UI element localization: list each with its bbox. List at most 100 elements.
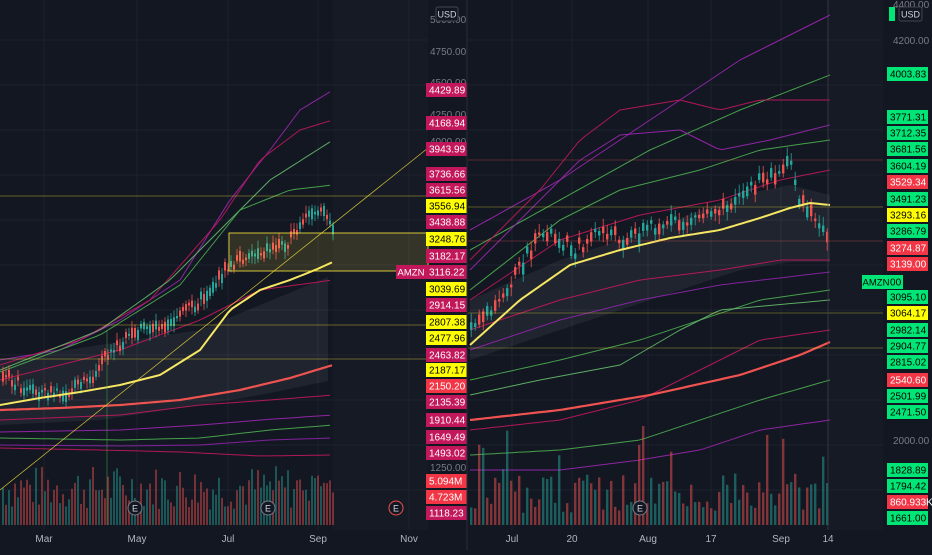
earnings-marker-circle[interactable] — [632, 500, 648, 516]
right-y-axis-label[interactable]: 4400.00 — [893, 0, 930, 11]
left-candle-body — [74, 379, 76, 388]
right-price-tag-box — [887, 126, 928, 140]
right-volume-bar — [706, 501, 709, 525]
right-volume-bar — [526, 487, 529, 525]
left-x-tick-label[interactable]: Jul — [222, 534, 235, 545]
right-x-tick-label[interactable]: Aug — [639, 534, 657, 545]
right-candle-body — [662, 224, 665, 229]
earnings-marker-circle[interactable] — [388, 500, 404, 516]
left-price-tags: 4429.89 4168.94 3943.99 3736.66 3615.56 3556.… — [396, 83, 467, 520]
right-volume-bar — [734, 473, 737, 525]
right-volume-bar — [806, 487, 809, 525]
left-y-axis-label[interactable]: 4250.00 — [430, 110, 467, 121]
left-volume-bar — [251, 469, 253, 525]
earnings-marker[interactable]: E — [260, 500, 276, 516]
right-price-panel[interactable]: E 4400.00 4200.00 2000.00 USD 4003.83 3771.3… — [468, 0, 932, 545]
left-moving-averages — [0, 261, 333, 412]
right-candle-body — [534, 233, 537, 244]
right-candle-body — [642, 223, 645, 232]
right-candle-body — [470, 322, 473, 330]
left-candle-body — [134, 327, 136, 338]
right-volume-bar — [774, 505, 777, 525]
left-y-axis-label[interactable]: 4750.00 — [430, 47, 467, 58]
right-y-axis[interactable]: 4400.00 4200.00 2000.00 USD — [889, 0, 930, 447]
left-candle-body — [248, 253, 250, 259]
left-x-tick-label[interactable]: May — [128, 534, 147, 545]
left-candle-body — [260, 253, 262, 256]
left-volume-bar — [158, 508, 160, 525]
right-volume-bar — [626, 504, 629, 525]
right-price-tag-label: 3712.35 — [890, 129, 927, 140]
left-volume-bar — [101, 489, 103, 525]
left-candle-body — [86, 378, 88, 382]
right-currency-box[interactable] — [898, 6, 923, 22]
right-price-tag-label: 2540.60 — [890, 376, 927, 387]
right-price-tag: 860.933K — [887, 495, 932, 509]
earnings-marker-circle[interactable] — [260, 500, 276, 516]
left-candle-body — [119, 345, 121, 352]
right-x-tick-label[interactable]: Jul — [506, 534, 519, 545]
earnings-marker-circle[interactable] — [127, 500, 143, 516]
right-price-tag-box — [887, 67, 928, 81]
left-price-tag-box — [426, 413, 467, 427]
left-x-axis[interactable]: Mar May Jul Sep Nov — [35, 534, 418, 545]
earnings-marker[interactable]: E — [388, 500, 404, 516]
right-price-tag: 1661.00 — [887, 511, 928, 525]
left-candle-body — [302, 219, 304, 225]
right-y-axis-label[interactable]: 4200.00 — [893, 36, 930, 47]
left-volume-bar — [32, 502, 34, 525]
left-price-tag: 3248.76 — [426, 232, 467, 246]
right-volume-bar — [814, 483, 817, 525]
right-price-tag: 3712.35 — [887, 126, 928, 140]
right-candle-body — [498, 299, 501, 302]
left-currency-button[interactable]: USD — [435, 6, 459, 22]
right-band-line — [469, 379, 831, 456]
earnings-marker[interactable]: E — [632, 500, 648, 516]
left-volume-bar — [329, 480, 331, 525]
left-x-tick-label[interactable]: Sep — [309, 534, 327, 545]
left-candle-body — [305, 213, 307, 218]
left-volume-bar — [176, 485, 178, 525]
left-price-tag-label: 1910.44 — [429, 416, 466, 427]
left-y-axis-label[interactable]: 1250.00 — [430, 463, 467, 474]
left-volume-bar — [287, 470, 289, 525]
right-x-tick-label[interactable]: 14 — [822, 534, 834, 545]
right-volume-bar — [542, 477, 545, 525]
right-candle-body — [762, 172, 765, 183]
left-price-tag: 3438.88 — [426, 215, 467, 229]
left-candle-body — [71, 388, 73, 394]
left-candle-body — [80, 382, 82, 389]
right-currency-button[interactable]: USD — [898, 6, 923, 22]
right-candle-body — [614, 226, 617, 236]
left-x-tick-label[interactable]: Mar — [35, 534, 53, 545]
right-volume-bar — [630, 502, 633, 525]
right-x-tick-label[interactable]: 17 — [705, 534, 717, 545]
left-volume-bar — [11, 506, 13, 525]
left-volume-bar — [200, 481, 202, 525]
right-price-tag-box — [887, 110, 928, 124]
left-price-panel[interactable]: EEE 5000.004750.004500.004250.004000.001… — [0, 0, 467, 545]
right-x-tick-label[interactable]: Sep — [772, 534, 790, 545]
left-x-tick-label[interactable]: Nov — [400, 534, 418, 545]
right-price-tag-label: 3095.10 — [890, 293, 927, 304]
right-candle-body — [818, 223, 821, 229]
right-price-tag: 2982.14 — [887, 323, 928, 337]
left-candle-body — [152, 323, 154, 333]
left-price-tag: 1649.49 — [426, 430, 467, 444]
left-price-tag-box — [426, 490, 467, 504]
right-y-axis-label[interactable]: 2000.00 — [893, 436, 930, 447]
right-x-axis[interactable]: Jul 20 Aug 17 Sep 14 — [506, 534, 834, 545]
left-candle-body — [173, 317, 175, 327]
earnings-marker[interactable]: E — [127, 500, 143, 516]
right-price-tag-box — [887, 306, 928, 320]
right-price-tag-box — [887, 463, 928, 477]
right-x-tick-label[interactable]: 20 — [566, 534, 578, 545]
right-earnings-markers[interactable]: E — [632, 500, 648, 516]
right-price-tag: 2501.99 — [887, 389, 928, 403]
left-currency-box[interactable] — [435, 6, 459, 22]
left-candle-body — [233, 264, 235, 270]
left-candle-body — [323, 205, 325, 217]
left-candle-body — [281, 241, 283, 245]
